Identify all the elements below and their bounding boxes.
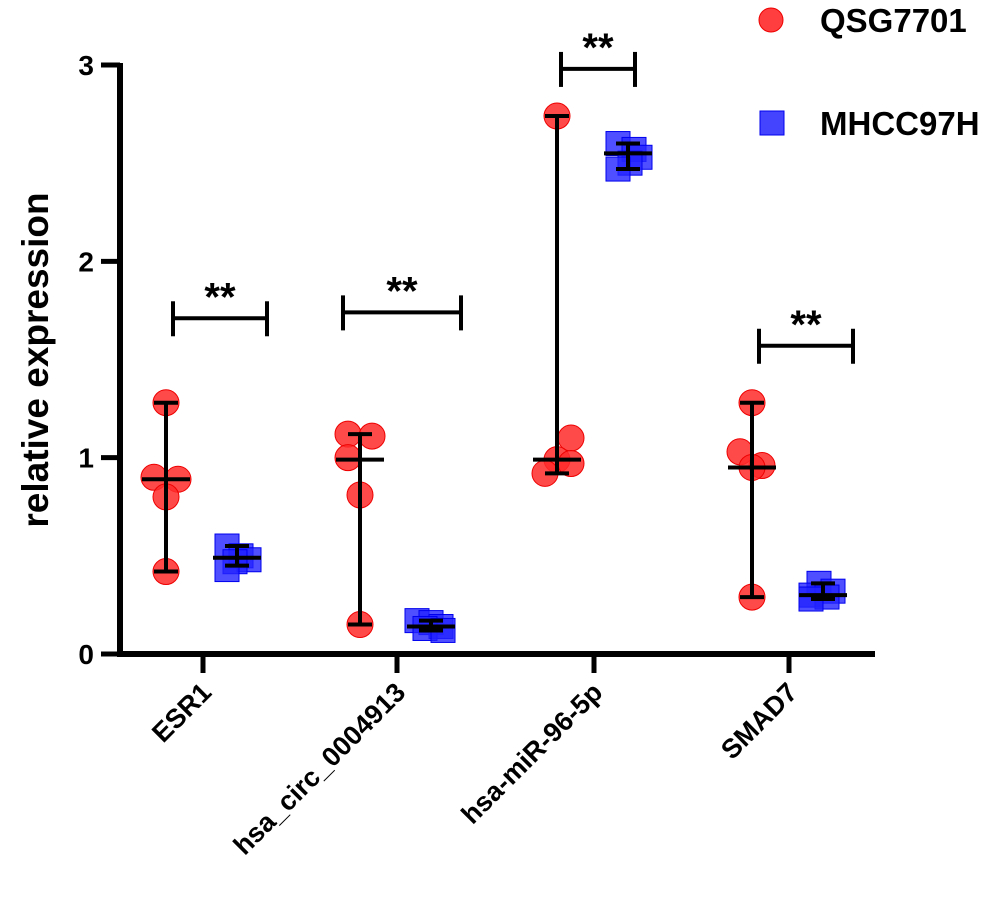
legend-label: MHCC97H (820, 105, 980, 142)
y-axis-label: relative expression (15, 192, 56, 527)
y-tick-label: 3 (78, 50, 94, 81)
significance-label: ** (790, 303, 822, 347)
x-tick-label: hsa-miR-96-5p (455, 677, 608, 830)
significance-annotations: ** ** ** ** (171, 26, 855, 364)
significance-label: ** (204, 275, 236, 319)
x-tick-label: SMAD7 (715, 677, 803, 765)
x-tick-label: ESR1 (146, 677, 217, 748)
significance-label: ** (582, 26, 614, 70)
legend: QSG7701 MHCC97H (758, 2, 980, 142)
legend-marker-QSG7701 (758, 7, 784, 33)
y-tick-label: 1 (78, 443, 94, 474)
statistics-layer (142, 114, 847, 633)
significance-label: ** (386, 269, 418, 313)
legend-marker-MHCC97H (759, 110, 785, 136)
data-marks (140, 102, 846, 643)
legend-label: QSG7701 (820, 2, 967, 39)
x-tick-label: hsa_circ_0004913 (228, 677, 412, 861)
y-tick-label: 2 (78, 246, 94, 277)
y-tick-label: 0 (78, 639, 94, 670)
